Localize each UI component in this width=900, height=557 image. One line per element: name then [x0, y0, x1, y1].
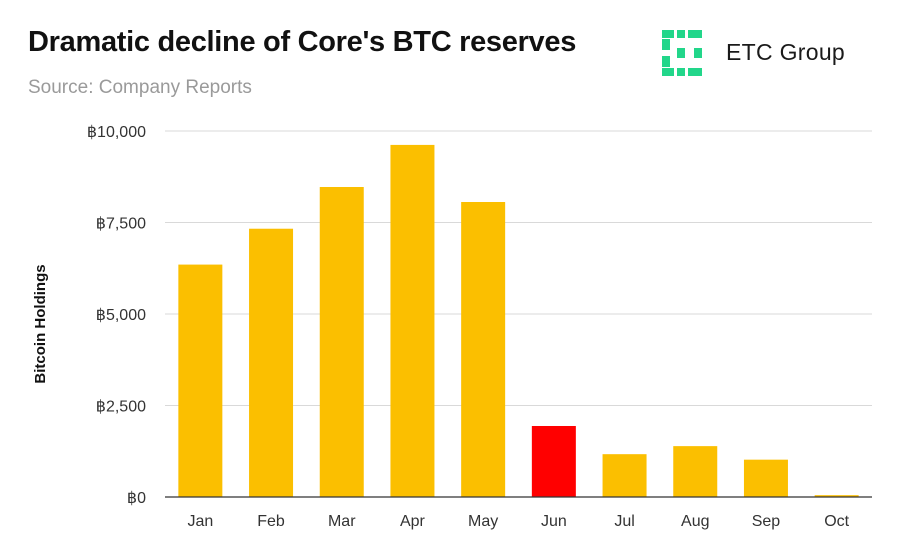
bar-jul [602, 454, 647, 497]
chart-source: Source: Company Reports [28, 77, 252, 98]
x-tick-label: May [468, 513, 498, 530]
bar-jan [178, 264, 223, 497]
chart-title: Dramatic decline of Core's BTC reserves [28, 26, 577, 58]
brand-logo: ETC Group [662, 30, 877, 76]
x-tick-label: Apr [400, 513, 426, 530]
x-tick-label: Feb [257, 513, 285, 530]
bar-oct [814, 495, 859, 497]
y-tick-label: ฿0 [127, 490, 146, 507]
axes: ฿0 ฿2,500 ฿5,000 ฿7,500 ฿10,000 Jan Feb Mar Apr M… [87, 124, 872, 530]
bar-sep [743, 459, 788, 497]
x-tick-label: Jul [614, 513, 634, 530]
bar-feb [249, 228, 294, 498]
bars [178, 144, 859, 498]
bar-jun [531, 425, 576, 497]
x-tick-label: Jan [187, 513, 213, 530]
x-tick-label: Aug [681, 513, 709, 530]
bar-mar [319, 186, 364, 498]
y-tick-label: ฿2,500 [96, 399, 146, 416]
y-axis-label: Bitcoin Holdings [32, 264, 49, 383]
bar-apr [390, 144, 435, 497]
x-tick-label: Jun [541, 513, 567, 530]
y-tick-label: ฿10,000 [87, 124, 146, 141]
x-tick-label: Sep [752, 513, 781, 530]
bar-aug [673, 446, 718, 497]
y-tick-label: ฿5,000 [96, 307, 146, 324]
logo-text: ETC Group [726, 39, 846, 65]
y-tick-label: ฿7,500 [96, 216, 146, 233]
etc-group-logo-icon [662, 30, 702, 76]
bar-may [461, 202, 506, 497]
x-tick-label: Oct [824, 513, 849, 530]
x-tick-label: Mar [328, 513, 356, 530]
